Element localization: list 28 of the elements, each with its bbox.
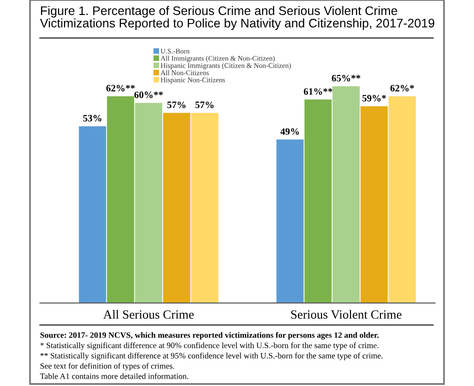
text: ** Statistically significant difference at 95% confidence level with U.S.-born for the same type of crime.: [40, 352, 382, 360]
data-label: 53%: [83, 114, 102, 122]
data-label: 57%: [167, 102, 186, 108]
data-label: 62%*: [390, 84, 414, 92]
data-label: 57%: [195, 102, 214, 108]
bar: [388, 96, 416, 303]
bar: [276, 140, 304, 303]
data-label: 65%**: [332, 74, 360, 82]
bar: [332, 86, 360, 303]
data-label: 60%**: [134, 92, 163, 98]
data-label: 59%*: [362, 94, 386, 102]
bar: [163, 112, 190, 303]
bar: [78, 126, 106, 303]
bar: [191, 112, 218, 303]
bar: [304, 100, 332, 303]
text: * Statistically significant difference at 90% confidence level with U.S.-born for the same type of crime.: [40, 342, 378, 350]
x-tick-label: Serious Violent Crime: [291, 310, 402, 319]
data-label: 61%**: [304, 88, 332, 95]
x-tick-label: All Serious Crime: [103, 310, 194, 319]
caption: Table A1 contains more detailed information.: [40, 373, 188, 380]
data-label: 49%: [280, 128, 299, 135]
bar: [135, 102, 162, 303]
data-label: 62%**: [106, 84, 135, 92]
bar: [360, 106, 388, 303]
text: See text for definition of types of crimes.: [40, 362, 174, 370]
source-note: Source: 2017- 2019 NCVS, which measures reported victimizations for persons ages 12 and older.: [40, 332, 379, 340]
chart-title: Figure 1. Percentage of Serious Crime and Serious Violent Crime Victimizations Reported to Police by Nativity and Citizenship, 2017-2019: [40, 6, 434, 30]
bar: [106, 96, 134, 303]
